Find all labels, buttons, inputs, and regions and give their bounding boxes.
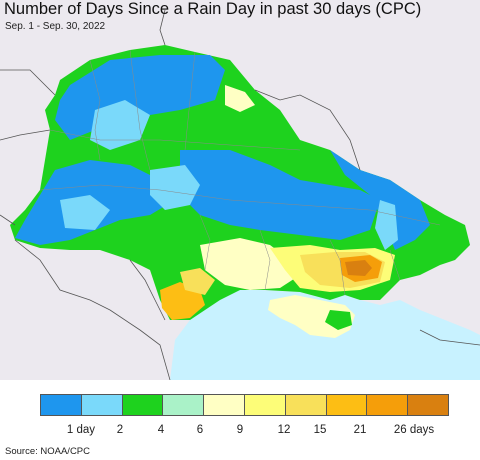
oblast-borders	[39, 49, 441, 296]
legend-swatch-1	[41, 395, 82, 415]
legend: 1 day 2 4 6 9 12 15 21 26 days	[0, 380, 480, 442]
map-title: Number of Days Since a Rain Day in past …	[4, 0, 422, 18]
legend-swatch-6	[244, 395, 286, 415]
rain-zone-lightblue-2	[150, 165, 200, 210]
legend-swatch-9	[367, 395, 409, 415]
legend-label: 9	[236, 424, 244, 436]
legend-label: 4	[157, 424, 165, 436]
rain-zone-lightblue-1	[90, 100, 150, 150]
dry-zone-brown-east	[345, 260, 372, 276]
dry-zone-pale-ne	[225, 85, 255, 112]
legend-bar	[40, 394, 449, 416]
rain-zone-lightblue-3	[60, 195, 110, 230]
legend-swatch-2	[81, 395, 123, 415]
legend-swatch-10	[408, 395, 448, 415]
legend-label: 1 day	[66, 424, 96, 436]
map-subtitle: Sep. 1 - Sep. 30, 2022	[5, 21, 106, 32]
legend-swatch-4	[163, 395, 205, 415]
crimea	[268, 295, 355, 338]
legend-label: 12	[277, 424, 291, 436]
source-note: Source: NOAA/CPC	[5, 446, 90, 457]
dry-zone-yellow-odesa	[180, 268, 215, 295]
country-borders	[0, 9, 480, 380]
map: Number of Days Since a Rain Day in past …	[0, 0, 480, 380]
legend-swatch-8	[326, 395, 368, 415]
legend-label: 15	[313, 424, 327, 436]
legend-swatch-3	[122, 395, 164, 415]
crimea-green	[325, 310, 352, 330]
map-svg	[0, 9, 480, 380]
legend-label: 2	[116, 424, 124, 436]
legend-label: 6	[196, 424, 204, 436]
legend-swatch-7	[285, 395, 327, 415]
legend-label: 26 days	[393, 424, 435, 436]
legend-labels: 1 day 2 4 6 9 12 15 21 26 days	[0, 424, 480, 438]
rain-zone-blue-central	[180, 150, 380, 240]
legend-swatch-5	[204, 395, 245, 415]
legend-label: 21	[353, 424, 367, 436]
